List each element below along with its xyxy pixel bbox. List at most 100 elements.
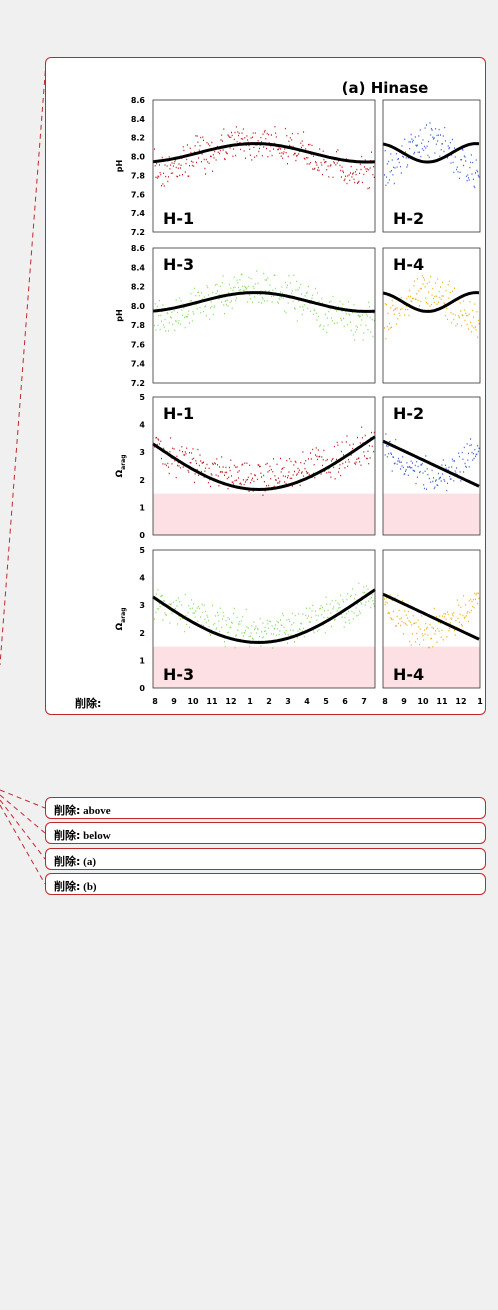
x-tick-label: 11 <box>436 697 448 706</box>
y-tick-label: 4 <box>139 421 145 430</box>
panel-label: H-3 <box>163 255 194 274</box>
y-axis-label: pH <box>115 160 124 172</box>
y-tick-label: 0 <box>139 531 145 540</box>
y-axis-label: Ωarag <box>115 607 127 630</box>
x-tick-label: 8 <box>382 697 388 706</box>
omega-subscript: arag <box>120 607 127 622</box>
observation-scatter <box>384 275 480 340</box>
panel-label: H-2 <box>393 404 424 423</box>
y-axis-label: Ωarag <box>115 454 127 477</box>
x-tick-label: 9 <box>401 697 407 706</box>
trend-line <box>382 142 480 164</box>
panel-label: H-3 <box>163 665 194 684</box>
comment-text: above <box>83 805 111 817</box>
y-tick-label: 7.6 <box>131 340 146 349</box>
comment-balloon: 削除: (a) <box>45 848 486 870</box>
y-tick-label: 3 <box>139 601 145 610</box>
observation-scatter <box>154 426 375 496</box>
y-tick-label: 1 <box>139 656 145 665</box>
comment-text: (b) <box>83 881 97 893</box>
y-tick-label: 5 <box>139 546 145 555</box>
observation-scatter <box>384 122 480 189</box>
y-tick-label: 2 <box>139 476 145 485</box>
comment-balloon: 削除: below <box>45 822 486 844</box>
x-tick-label: 10 <box>187 697 199 706</box>
y-tick-label: 5 <box>139 393 145 402</box>
figure: 削除: (a) Hinase 8.6 8.4 8.2 8.0 7.8 7.6 7.4 7.2 pH H… <box>75 79 483 710</box>
undersaturation-band <box>153 493 375 535</box>
x-tick-label: 12 <box>455 697 466 706</box>
x-tick-label: 10 <box>417 697 429 706</box>
y-tick-label: 7.8 <box>131 321 146 330</box>
panel-frame <box>152 549 376 689</box>
trend-line <box>382 439 480 488</box>
undersaturation-band <box>153 646 375 688</box>
y-axis-label: pH <box>115 309 124 321</box>
omega-symbol: Ω <box>115 623 125 631</box>
panel-frame <box>152 247 376 384</box>
panel-frame <box>382 247 481 384</box>
comment-label: 削除: <box>54 880 81 893</box>
undersaturation-band <box>383 646 480 688</box>
panel-label: H-2 <box>393 209 424 228</box>
panel-frame <box>382 396 481 536</box>
observation-scatter <box>384 592 480 649</box>
x-tick-label: 2 <box>266 697 272 706</box>
panel-frame <box>152 396 376 536</box>
figure-title: (a) Hinase <box>342 79 429 97</box>
panel-label: H-4 <box>393 255 424 274</box>
x-tick-label: 5 <box>323 697 329 706</box>
y-tick-label: 7.2 <box>131 379 145 388</box>
trend-line <box>152 142 376 164</box>
y-tick-label: 8.2 <box>131 283 145 292</box>
y-tick-label: 1 <box>139 503 145 512</box>
y-tick-label: 7.8 <box>131 171 146 180</box>
comment-label: 削除: <box>54 829 81 842</box>
panel-frame <box>152 99 376 233</box>
x-tick-label: 1 <box>247 697 253 706</box>
trend-line <box>382 291 480 313</box>
x-tick-label: 3 <box>285 697 291 706</box>
x-tick-label: 11 <box>206 697 218 706</box>
figure-balloon: 削除: (a) Hinase 8.6 8.4 8.2 8.0 7.8 7.6 7.4 7.2 pH H… <box>45 57 486 715</box>
y-tick-label: 3 <box>139 448 145 457</box>
undersaturation-band <box>383 493 480 535</box>
panel-label: H-1 <box>163 209 194 228</box>
x-tick-label: 12 <box>225 697 236 706</box>
comment-label: 削除: <box>54 804 81 817</box>
y-tick-label: 8.4 <box>131 115 146 124</box>
y-tick-label: 8.4 <box>131 263 146 272</box>
y-tick-label: 0 <box>139 684 145 693</box>
x-tick-label: 8 <box>152 697 158 706</box>
y-tick-label: 7.2 <box>131 228 145 237</box>
trend-line <box>382 592 480 641</box>
dashed-connector <box>0 61 47 885</box>
omega-symbol: Ω <box>115 470 125 478</box>
y-tick-label: 7.4 <box>131 209 146 218</box>
panel-frame <box>382 549 481 689</box>
comment-balloon: 削除: above <box>45 797 486 819</box>
observation-scatter <box>154 582 375 649</box>
observation-scatter <box>154 126 375 190</box>
x-tick-label: 7 <box>361 697 367 706</box>
y-tick-label: 7.4 <box>131 360 146 369</box>
comment-label: 削除: <box>54 855 81 868</box>
comment-balloon: 削除: (b) <box>45 873 486 895</box>
trend-line <box>152 291 376 313</box>
trend-line <box>152 435 376 492</box>
comment-text: (a) <box>83 856 96 868</box>
y-tick-label: 7.6 <box>131 190 146 199</box>
omega-subscript: arag <box>120 454 127 469</box>
x-tick-label: 9 <box>171 697 177 706</box>
x-tick-label: 4 <box>304 697 310 706</box>
panel-frame <box>382 99 481 233</box>
observation-scatter <box>384 433 480 492</box>
y-tick-label: 8.0 <box>131 302 146 311</box>
comment-text: below <box>83 830 111 842</box>
panel-label: H-1 <box>163 404 194 423</box>
trend-line <box>152 588 376 645</box>
y-tick-label: 8.0 <box>131 153 146 162</box>
y-tick-label: 8.6 <box>131 244 146 253</box>
